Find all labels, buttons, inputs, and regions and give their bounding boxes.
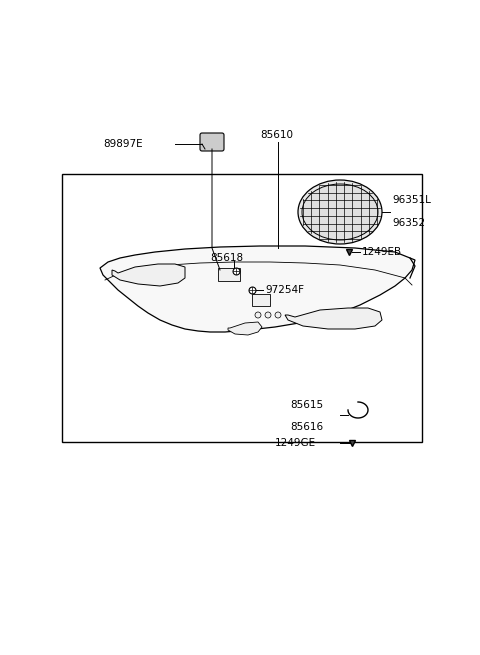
Text: 97254F: 97254F: [265, 285, 304, 295]
Circle shape: [265, 312, 271, 318]
FancyBboxPatch shape: [200, 133, 224, 151]
Text: 96352: 96352: [392, 218, 425, 228]
Text: 1249GE: 1249GE: [275, 438, 316, 448]
Text: 85618: 85618: [210, 253, 243, 263]
Circle shape: [275, 312, 281, 318]
Text: 89897E: 89897E: [103, 139, 143, 149]
Polygon shape: [100, 246, 415, 332]
Polygon shape: [228, 322, 262, 335]
Text: 96351L: 96351L: [392, 195, 431, 205]
Ellipse shape: [298, 180, 382, 244]
Bar: [62, 174, 422, 442]
Text: 1249EB: 1249EB: [362, 247, 402, 257]
Bar: [218, 268, 240, 281]
Polygon shape: [112, 264, 185, 286]
Text: 85610: 85610: [260, 130, 293, 140]
Bar: [252, 294, 270, 306]
Text: 85615: 85615: [290, 400, 323, 410]
Text: 85616: 85616: [290, 422, 323, 432]
Circle shape: [255, 312, 261, 318]
Polygon shape: [285, 308, 382, 329]
Ellipse shape: [302, 184, 378, 240]
